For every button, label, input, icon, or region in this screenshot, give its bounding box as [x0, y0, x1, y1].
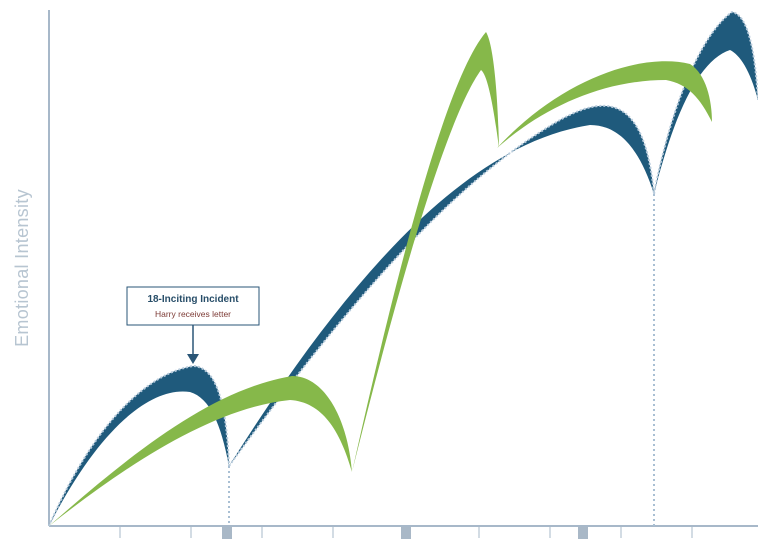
green-arc — [49, 376, 352, 526]
callout-box — [126, 286, 260, 326]
green-arc — [352, 32, 499, 472]
x-axis-marker — [578, 527, 588, 539]
green-arcs — [49, 32, 712, 526]
x-axis-marker — [401, 527, 411, 539]
blue-arcs — [49, 12, 758, 526]
callout-arrow-icon — [187, 354, 199, 364]
act-divider-lines — [228, 194, 655, 526]
callout-subtitle: Harry receives letter — [155, 309, 231, 319]
blue-arc-edge — [653, 10, 758, 195]
blue-arc — [229, 105, 654, 466]
x-axis-ticks — [119, 526, 693, 538]
axes — [48, 10, 758, 539]
x-axis-markers — [222, 527, 588, 539]
blue-arc-edge — [228, 104, 655, 467]
y-axis-label: Emotional Intensity — [12, 189, 32, 347]
blue-arc — [49, 366, 229, 526]
callout-title: 18-Inciting Incident — [147, 294, 239, 305]
green-arc — [497, 61, 712, 148]
blue-arc — [654, 12, 758, 194]
inciting-incident-callout: 18-Inciting Incident Harry receives lett… — [126, 286, 260, 364]
x-axis-marker — [222, 527, 232, 539]
